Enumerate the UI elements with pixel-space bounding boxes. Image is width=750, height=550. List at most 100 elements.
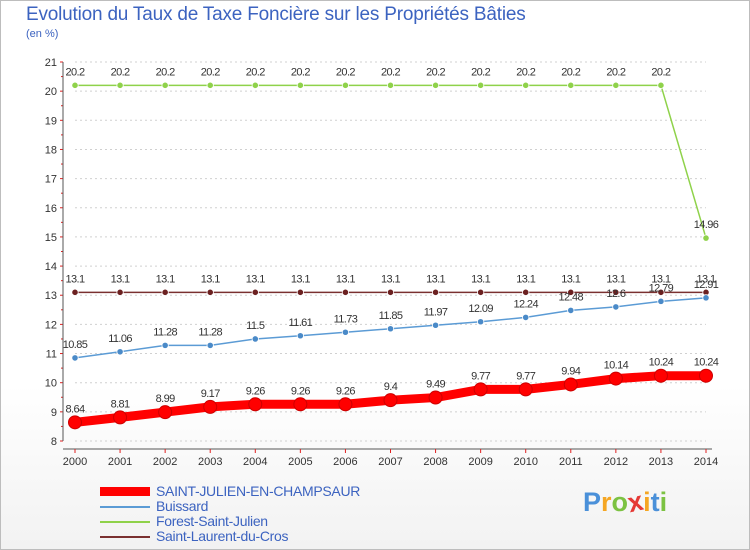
data-label: 20.2 bbox=[111, 66, 130, 78]
data-label: 20.2 bbox=[201, 66, 220, 78]
x-tick-label: 2006 bbox=[333, 456, 357, 468]
data-label: 20.2 bbox=[516, 66, 535, 78]
logo-letter: P bbox=[583, 487, 602, 517]
data-label: 9.26 bbox=[246, 385, 265, 397]
data-point bbox=[567, 81, 575, 89]
data-label: 20.2 bbox=[65, 66, 84, 78]
data-point bbox=[702, 234, 710, 242]
data-label: 11.06 bbox=[108, 333, 132, 345]
chart-title: Evolution du Taux de Taxe Foncière sur l… bbox=[26, 4, 526, 25]
data-point bbox=[71, 288, 79, 296]
proxiti-logo: Proxiti bbox=[583, 486, 668, 518]
data-point bbox=[116, 81, 124, 89]
data-point bbox=[477, 288, 485, 296]
data-label: 9.77 bbox=[516, 370, 535, 382]
data-point bbox=[341, 288, 350, 296]
series-line-forest-saint-julien bbox=[74, 84, 707, 239]
data-point bbox=[158, 405, 173, 420]
legend-swatch bbox=[100, 536, 150, 538]
data-label: 13.1 bbox=[201, 273, 220, 285]
data-label: 13.1 bbox=[696, 273, 715, 285]
data-point bbox=[296, 288, 304, 296]
data-label: 13.1 bbox=[561, 273, 580, 285]
y-tick-label: 20 bbox=[45, 86, 57, 98]
data-label: 13.1 bbox=[381, 273, 400, 285]
x-tick-label: 2002 bbox=[153, 456, 177, 468]
data-point bbox=[473, 382, 488, 397]
data-label: 10.85 bbox=[63, 339, 88, 351]
data-label: 9.26 bbox=[291, 385, 310, 397]
y-tick-label: 21 bbox=[45, 57, 57, 69]
data-label: 11.85 bbox=[379, 310, 403, 322]
data-label: 20.2 bbox=[651, 66, 670, 78]
data-point bbox=[567, 288, 575, 296]
data-point bbox=[563, 377, 578, 392]
data-point bbox=[567, 306, 575, 314]
data-label: 13.1 bbox=[471, 273, 490, 285]
data-point bbox=[431, 81, 440, 89]
data-label: 10.24 bbox=[694, 357, 719, 369]
data-point bbox=[161, 81, 169, 89]
logo-letter: i bbox=[659, 487, 668, 517]
data-point bbox=[206, 288, 214, 296]
data-label: 20.2 bbox=[471, 66, 490, 78]
data-point bbox=[699, 368, 713, 383]
x-tick-label: 2009 bbox=[468, 456, 492, 468]
legend-label: Forest-Saint-Julien bbox=[156, 513, 268, 529]
data-label-layer: 8.64 8.81 8.99 9.17 9.26 9.26 9.26 9.4 9.49 9.77 9… bbox=[63, 66, 720, 415]
data-point bbox=[116, 288, 124, 296]
x-tick-label: 2003 bbox=[198, 456, 222, 468]
data-point bbox=[657, 81, 665, 89]
data-point bbox=[518, 382, 533, 397]
chart-unit-label: (en %) bbox=[26, 28, 59, 40]
data-label: 12.48 bbox=[559, 291, 584, 303]
legend-label: SAINT-JULIEN-EN-CHAMPSAUR bbox=[156, 483, 361, 499]
data-label: 13.1 bbox=[651, 273, 670, 285]
data-point bbox=[477, 81, 485, 89]
data-point bbox=[71, 354, 79, 362]
data-label: 8.64 bbox=[65, 403, 84, 415]
data-label: 11.5 bbox=[246, 320, 265, 332]
data-label: 13.1 bbox=[65, 273, 84, 285]
axis-layer: 8 9 10 11 12 13 14 15 16 17 18 19 20 21 2000 2001 2002 20… bbox=[45, 57, 718, 468]
legend-label: Buissard bbox=[156, 498, 209, 514]
data-label: 20.2 bbox=[426, 66, 445, 78]
data-point bbox=[338, 397, 353, 412]
y-tick-label: 17 bbox=[45, 174, 57, 186]
data-label: 8.81 bbox=[111, 398, 130, 410]
y-tick-label: 14 bbox=[45, 261, 57, 273]
x-tick-label: 2014 bbox=[694, 456, 718, 468]
data-label: 11.28 bbox=[153, 326, 177, 338]
data-label: 20.2 bbox=[291, 66, 310, 78]
y-tick-label: 13 bbox=[45, 290, 57, 302]
data-point bbox=[251, 335, 259, 343]
legend-swatch bbox=[100, 487, 150, 496]
data-label: 12.91 bbox=[694, 279, 719, 291]
data-point bbox=[477, 318, 485, 326]
data-point bbox=[251, 81, 259, 89]
data-label: 9.26 bbox=[336, 385, 355, 397]
data-point bbox=[296, 81, 304, 89]
data-point bbox=[431, 288, 440, 296]
data-label: 20.2 bbox=[606, 66, 625, 78]
data-point bbox=[206, 341, 214, 349]
data-label: 11.28 bbox=[198, 326, 222, 338]
x-tick-label: 2007 bbox=[378, 456, 402, 468]
data-label: 20.2 bbox=[156, 66, 175, 78]
data-label: 13.1 bbox=[606, 273, 625, 285]
data-label: 9.4 bbox=[384, 381, 398, 393]
data-label: 9.49 bbox=[426, 379, 445, 391]
data-point bbox=[612, 81, 620, 89]
y-tick-label: 8 bbox=[51, 436, 57, 448]
x-tick-label: 2001 bbox=[108, 456, 132, 468]
logo-letter: i bbox=[643, 487, 651, 517]
x-tick-label: 2012 bbox=[604, 456, 628, 468]
data-point bbox=[431, 321, 440, 329]
data-point bbox=[341, 328, 350, 336]
data-label: 13.1 bbox=[336, 273, 355, 285]
series-layer bbox=[68, 81, 713, 430]
data-label: 11.61 bbox=[288, 317, 312, 329]
y-tick-label: 15 bbox=[45, 232, 57, 244]
data-point bbox=[341, 81, 350, 89]
y-tick-label: 18 bbox=[45, 144, 57, 156]
